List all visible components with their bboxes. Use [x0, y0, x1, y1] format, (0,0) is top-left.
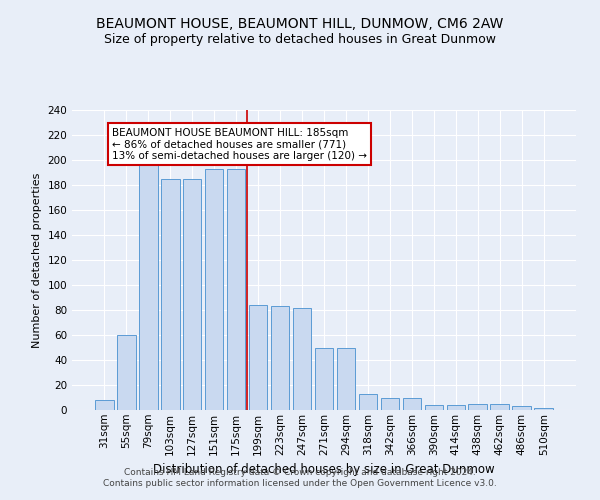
Bar — [293, 308, 311, 410]
Bar — [249, 305, 268, 410]
Bar — [183, 179, 202, 410]
Bar — [271, 306, 289, 410]
Bar — [205, 169, 223, 410]
Bar — [380, 398, 399, 410]
Bar — [490, 404, 509, 410]
Bar — [227, 169, 245, 410]
Bar — [403, 398, 421, 410]
Text: BEAUMONT HOUSE, BEAUMONT HILL, DUNMOW, CM6 2AW: BEAUMONT HOUSE, BEAUMONT HILL, DUNMOW, C… — [97, 18, 503, 32]
Y-axis label: Number of detached properties: Number of detached properties — [32, 172, 42, 348]
Text: BEAUMONT HOUSE BEAUMONT HILL: 185sqm
← 86% of detached houses are smaller (771)
: BEAUMONT HOUSE BEAUMONT HILL: 185sqm ← 8… — [112, 128, 367, 160]
Bar — [314, 348, 334, 410]
X-axis label: Distribution of detached houses by size in Great Dunmow: Distribution of detached houses by size … — [153, 463, 495, 476]
Bar — [469, 404, 487, 410]
Bar — [359, 394, 377, 410]
Bar — [117, 335, 136, 410]
Text: Contains HM Land Registry data © Crown copyright and database right 2024.
Contai: Contains HM Land Registry data © Crown c… — [103, 468, 497, 487]
Bar — [535, 408, 553, 410]
Text: Size of property relative to detached houses in Great Dunmow: Size of property relative to detached ho… — [104, 32, 496, 46]
Bar — [337, 348, 355, 410]
Bar — [425, 405, 443, 410]
Bar — [446, 405, 465, 410]
Bar — [95, 400, 113, 410]
Bar — [161, 179, 179, 410]
Bar — [512, 406, 531, 410]
Bar — [139, 160, 158, 410]
